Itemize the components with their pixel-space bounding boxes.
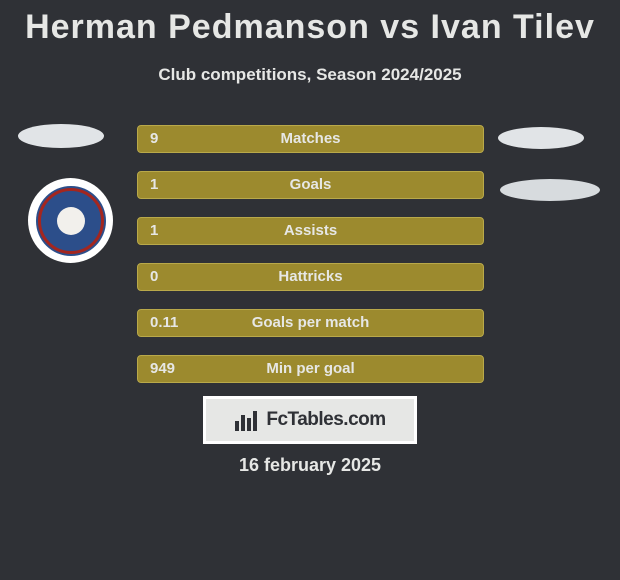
player-right-avatar-bottom: [500, 179, 600, 201]
club-badge-inner: [36, 186, 106, 256]
date-text: 16 february 2025: [0, 455, 620, 476]
brand-text: FcTables.com: [266, 409, 385, 431]
stat-label: Hattricks: [138, 268, 483, 285]
stat-label: Min per goal: [138, 360, 483, 377]
stat-row: 0.11Goals per match: [137, 309, 484, 337]
brand-bars-icon: [234, 409, 260, 431]
stat-row: 1Goals: [137, 171, 484, 199]
page-subtitle: Club competitions, Season 2024/2025: [0, 65, 620, 85]
stats-panel: 9Matches 1Goals 1Assists 0Hattricks 0.11Goal…: [137, 125, 484, 401]
brand-box: FcTables.com: [203, 396, 417, 444]
player-left-avatar: [18, 124, 104, 148]
stat-label: Matches: [138, 130, 483, 147]
player-right-avatar-top: [498, 127, 584, 149]
club-badge-ball: [57, 207, 85, 235]
stat-row: 0Hattricks: [137, 263, 484, 291]
page-title: Herman Pedmanson vs Ivan Tilev: [0, 0, 620, 47]
stat-label: Assists: [138, 222, 483, 239]
stat-row: 9Matches: [137, 125, 484, 153]
stat-label: Goals per match: [138, 314, 483, 331]
stat-row: 1Assists: [137, 217, 484, 245]
club-badge: [28, 178, 113, 263]
stat-row: 949Min per goal: [137, 355, 484, 383]
stat-label: Goals: [138, 176, 483, 193]
